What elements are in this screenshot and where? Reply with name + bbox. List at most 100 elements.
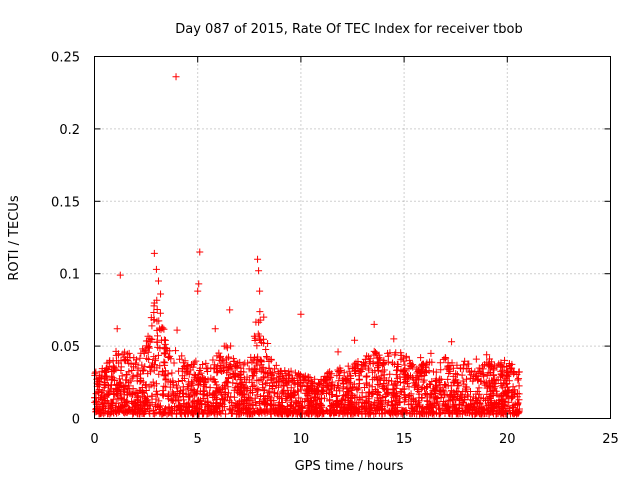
data-point [253,391,261,399]
data-point [491,382,499,390]
data-point [282,390,290,398]
data-point [405,356,413,364]
data-point [218,357,226,365]
data-point [160,382,168,390]
data-point [230,357,238,365]
data-point [291,380,299,388]
data-point [256,316,264,324]
y-tick-label: 0.05 [51,340,80,355]
data-point [446,392,454,400]
data-point [241,400,249,408]
x-tick-label: 5 [194,432,202,447]
data-point [156,409,164,417]
y-tick-label: 0 [72,413,80,428]
data-point [324,369,332,377]
data-point [405,383,413,391]
data-point [117,395,125,403]
data-point [497,408,505,416]
data-point [420,376,428,384]
data-point [248,405,256,413]
data-point [239,381,247,389]
data-point [415,402,423,410]
data-point [226,306,234,314]
data-point [125,385,133,393]
data-point [136,354,144,362]
data-point [299,404,307,412]
data-point [358,410,366,418]
data-point [112,347,120,355]
data-point [133,389,141,397]
data-point [356,367,364,375]
data-point [417,354,425,362]
data-point [481,381,489,389]
data-point [435,379,443,387]
data-point [95,394,103,402]
data-point [335,377,343,385]
data-point [379,359,387,367]
data-point [344,362,352,370]
data-point [147,368,155,376]
data-point [253,376,261,384]
data-point [259,363,267,371]
data-point [230,372,238,380]
data-point [333,406,341,414]
data-point [122,401,130,409]
data-point [178,372,186,380]
data-point [116,378,124,386]
data-point [157,326,165,334]
data-point [196,367,204,375]
data-point [204,391,212,399]
data-point [194,401,202,409]
data-point [257,357,265,365]
data-point [263,406,271,414]
data-point [351,336,359,344]
data-point [219,400,227,408]
data-point [388,359,396,367]
data-point [365,366,373,374]
data-point [287,393,295,401]
data-point [472,372,480,380]
data-point [293,408,301,416]
data-point [156,344,164,352]
y-tick-label: 0.1 [59,268,80,283]
data-point [314,379,322,387]
data-point [228,409,236,417]
data-point [159,368,167,376]
data-point [344,390,352,398]
data-point [114,351,122,359]
data-point [190,360,198,368]
data-point [125,406,133,414]
data-point [224,353,232,361]
data-point [373,358,381,366]
data-point [483,351,491,359]
data-point [143,404,151,412]
data-point [213,405,221,413]
data-point [338,407,346,415]
data-point [219,407,227,415]
data-point [391,397,399,405]
data-point [211,325,219,333]
data-point [134,399,142,407]
data-point [444,363,452,371]
data-point [150,316,158,324]
data-point [304,381,312,389]
data-point [160,409,168,417]
data-point [504,392,512,400]
chart-title: Day 087 of 2015, Rate Of TEC Index for r… [175,22,522,37]
data-point [362,398,370,406]
data-point [455,404,463,412]
data-point [175,367,183,375]
data-point [422,362,430,370]
data-point [486,393,494,401]
data-point [399,406,407,414]
data-point [245,365,253,373]
data-points [91,73,523,418]
data-point [368,383,376,391]
data-point [454,409,462,417]
data-point [361,359,369,367]
data-point [189,410,197,418]
data-point [441,380,449,388]
data-point [393,374,401,382]
data-point [170,359,178,367]
data-point [413,407,421,415]
